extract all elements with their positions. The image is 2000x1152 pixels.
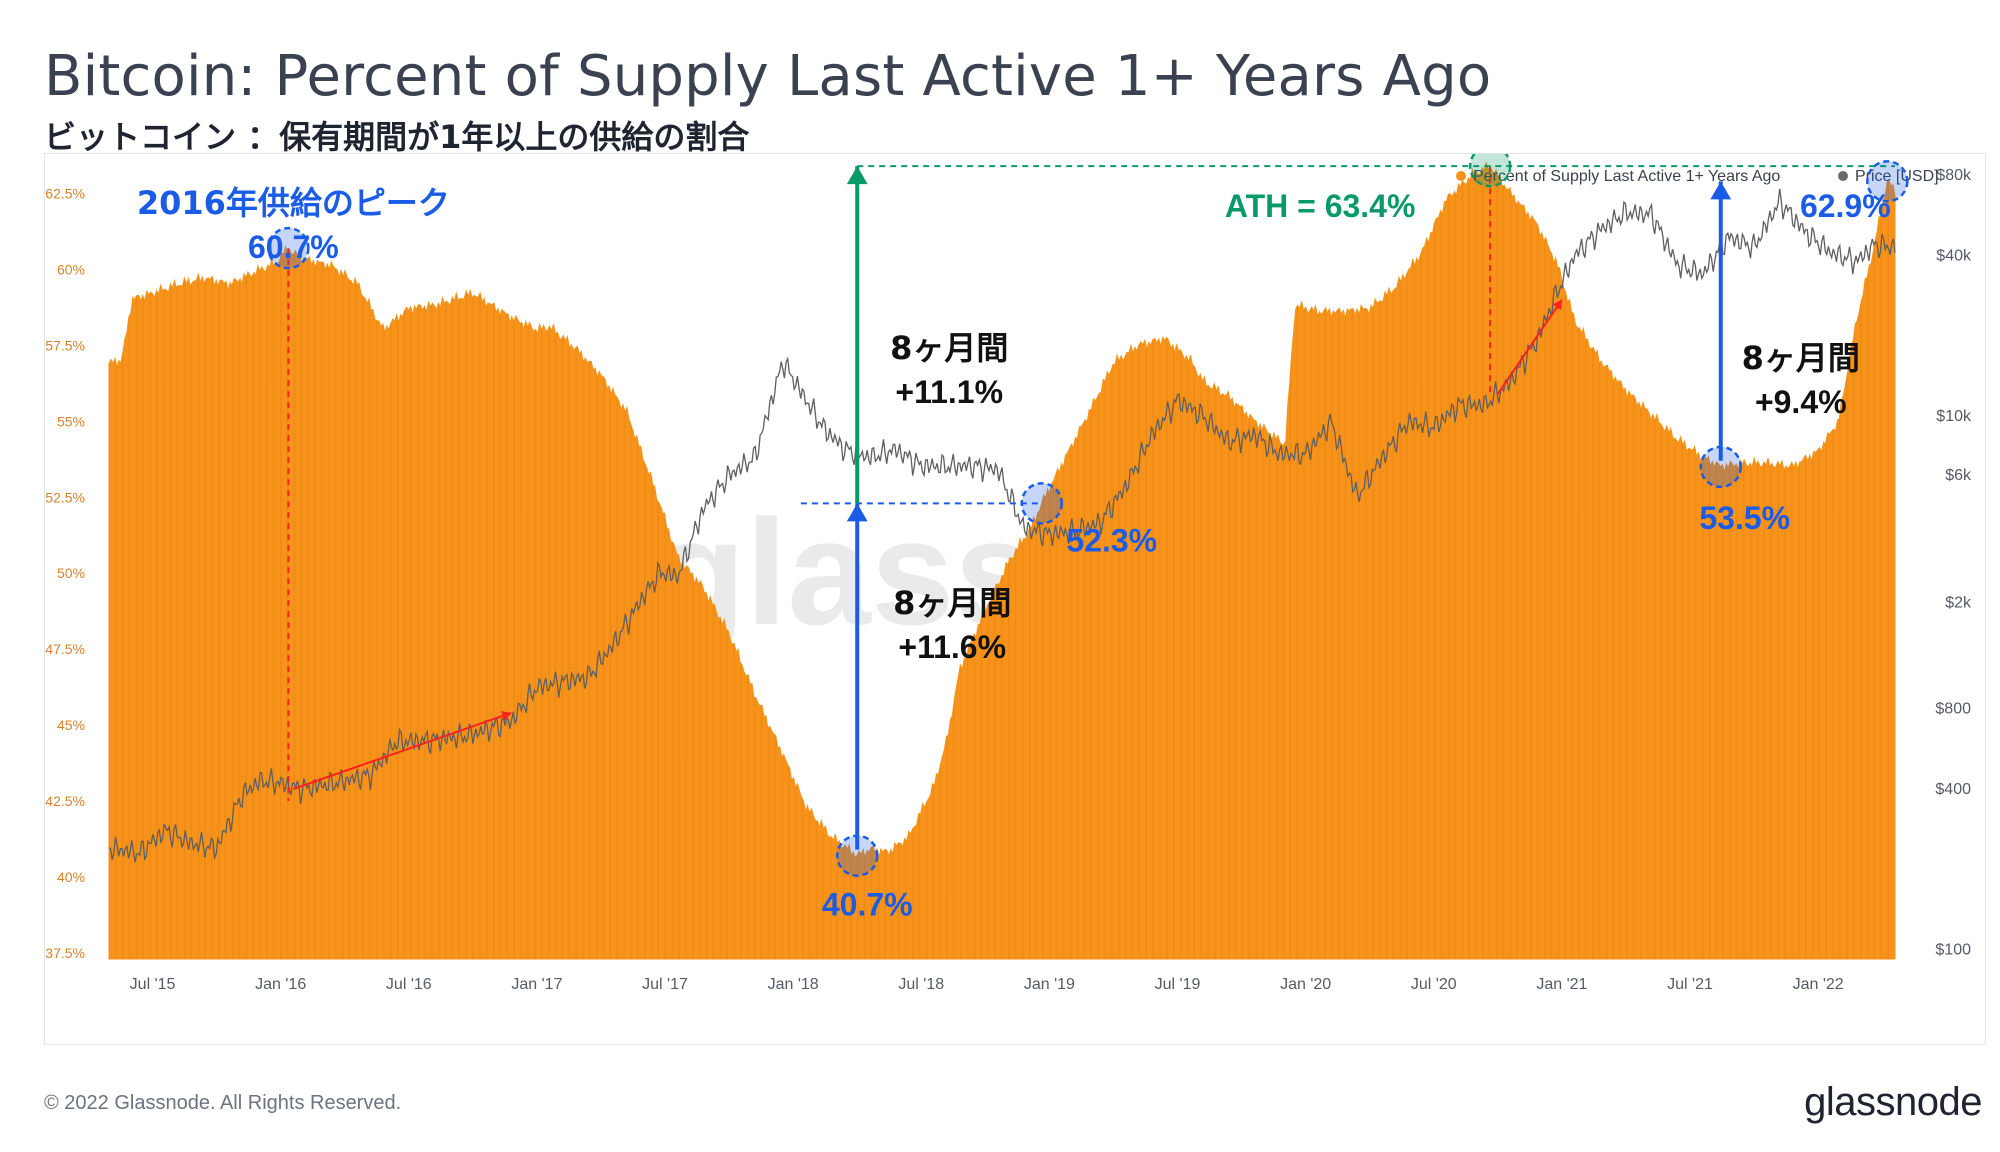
- chart-title: Bitcoin: Percent of Supply Last Active 1…: [44, 44, 1492, 109]
- y-left-tick-label: 37.5%: [45, 945, 85, 961]
- x-tick-label: Jul '17: [642, 976, 688, 993]
- x-tick-label: Jan '16: [255, 976, 306, 993]
- annotation-blue-8months-period: 8ヶ月間: [893, 584, 1011, 622]
- chart-legend: Percent of Supply Last Active 1+ Years A…: [1456, 168, 1939, 185]
- x-tick-label: Jul '15: [130, 976, 176, 993]
- copyright-footer: © 2022 Glassnode. All Rights Reserved.: [44, 1092, 402, 1114]
- x-tick-label: Jan '20: [1280, 976, 1331, 993]
- y-right-tick-label: $80k: [1936, 167, 1972, 184]
- y-right-tick-label: $6k: [1945, 467, 1972, 484]
- trend-arrow-2016-shaft: [293, 711, 512, 790]
- x-tick-label: Jul '19: [1155, 976, 1201, 993]
- supply-area: [108, 162, 1896, 960]
- annotation-53-5-label: 53.5%: [1699, 500, 1790, 536]
- marker-52-3: [1020, 482, 1063, 525]
- arrow-plus-11-6: [846, 503, 868, 850]
- annotation-green-8months-change: +11.1%: [895, 374, 1003, 410]
- arrow-plus-9-4-head: [1710, 181, 1732, 200]
- annotation-ath-label: ATH = 63.4%: [1225, 188, 1416, 224]
- y-left-tick-label: 62.5%: [45, 185, 85, 201]
- x-tick-label: Jul '18: [898, 976, 944, 993]
- legend-label-price: Price [USD]: [1855, 168, 1939, 185]
- marker-ath: [1468, 154, 1512, 188]
- y-left-tick-label: 45%: [57, 717, 85, 733]
- y-right-tick-label: $40k: [1936, 247, 1972, 264]
- arrow-plus-11-1: [846, 166, 868, 504]
- y-left-tick-label: 52.5%: [45, 489, 85, 505]
- x-tick-label: Jul '20: [1411, 976, 1457, 993]
- arrow-plus-9-4: [1710, 181, 1732, 461]
- marker-2016-peak: [267, 226, 310, 270]
- y-left-tick-label: 47.5%: [45, 641, 85, 657]
- annotation-2016-peak-value: 60.7%: [248, 229, 339, 265]
- annotation-52-3-label: 52.3%: [1066, 522, 1157, 558]
- legend-swatch-supply: [1456, 171, 1466, 181]
- trend-arrow-2016-head: [501, 710, 512, 721]
- annotation-62-9-label: 62.9%: [1800, 188, 1891, 224]
- y-right-tick-label: $800: [1935, 700, 1971, 717]
- price-line: [108, 188, 1896, 863]
- x-tick-label: Jan '17: [511, 976, 562, 993]
- arrow-plus-11-6-head: [846, 503, 868, 522]
- x-tick-label: Jul '21: [1667, 976, 1713, 993]
- annotation-2016-peak-label: 2016年供給のピーク: [137, 184, 450, 222]
- annotation-green-8months-period: 8ヶ月間: [890, 329, 1008, 367]
- trend-arrow-2016: [293, 710, 512, 790]
- x-tick-label: Jan '21: [1536, 976, 1587, 993]
- x-tick-label: Jan '19: [1024, 976, 1075, 993]
- trend-arrow-2020: [1496, 299, 1563, 395]
- x-tick-label: Jul '16: [386, 976, 432, 993]
- trend-arrow-2020-head: [1552, 299, 1562, 311]
- y-left-tick-label: 55%: [57, 413, 85, 429]
- chart-panel: glassnode37.5%40%42.5%45%47.5%50%52.5%55…: [44, 153, 1986, 1045]
- glassnode-logo: glassnode: [1804, 1080, 1982, 1124]
- marker-53-5: [1699, 445, 1743, 489]
- trend-arrow-2020-shaft: [1496, 299, 1563, 395]
- legend-swatch-price: [1838, 171, 1848, 181]
- x-tick-label: Jan '22: [1793, 976, 1844, 993]
- annotation-blue-8months-change: +11.6%: [898, 629, 1006, 665]
- y-right-tick-label: $100: [1935, 941, 1971, 958]
- y-right-tick-label: $400: [1935, 781, 1971, 798]
- y-right-tick-label: $10k: [1936, 408, 1972, 425]
- marker-62-9: [1866, 160, 1909, 203]
- y-left-tick-label: 40%: [57, 869, 85, 885]
- y-left-tick-label: 60%: [57, 261, 85, 277]
- marker-low-40-7: [835, 834, 879, 877]
- y-left-tick-label: 57.5%: [45, 337, 85, 353]
- chart-canvas: glassnode37.5%40%42.5%45%47.5%50%52.5%55…: [45, 154, 1972, 993]
- y-right-tick-label: $2k: [1945, 594, 1972, 611]
- annotation-blue2-8months-period: 8ヶ月間: [1742, 339, 1860, 377]
- y-left-tick-label: 42.5%: [45, 793, 85, 809]
- arrow-plus-11-1-head: [846, 166, 868, 185]
- x-tick-label: Jan '18: [768, 976, 819, 993]
- annotation-40-7-label: 40.7%: [822, 887, 913, 923]
- chart-subtitle: ビットコイン ：保有期間が1年以上の供給の割合: [44, 118, 750, 156]
- legend-label-supply: Percent of Supply Last Active 1+ Years A…: [1473, 168, 1780, 185]
- annotation-blue2-8months-change: +9.4%: [1755, 384, 1847, 420]
- y-left-tick-label: 50%: [57, 565, 85, 581]
